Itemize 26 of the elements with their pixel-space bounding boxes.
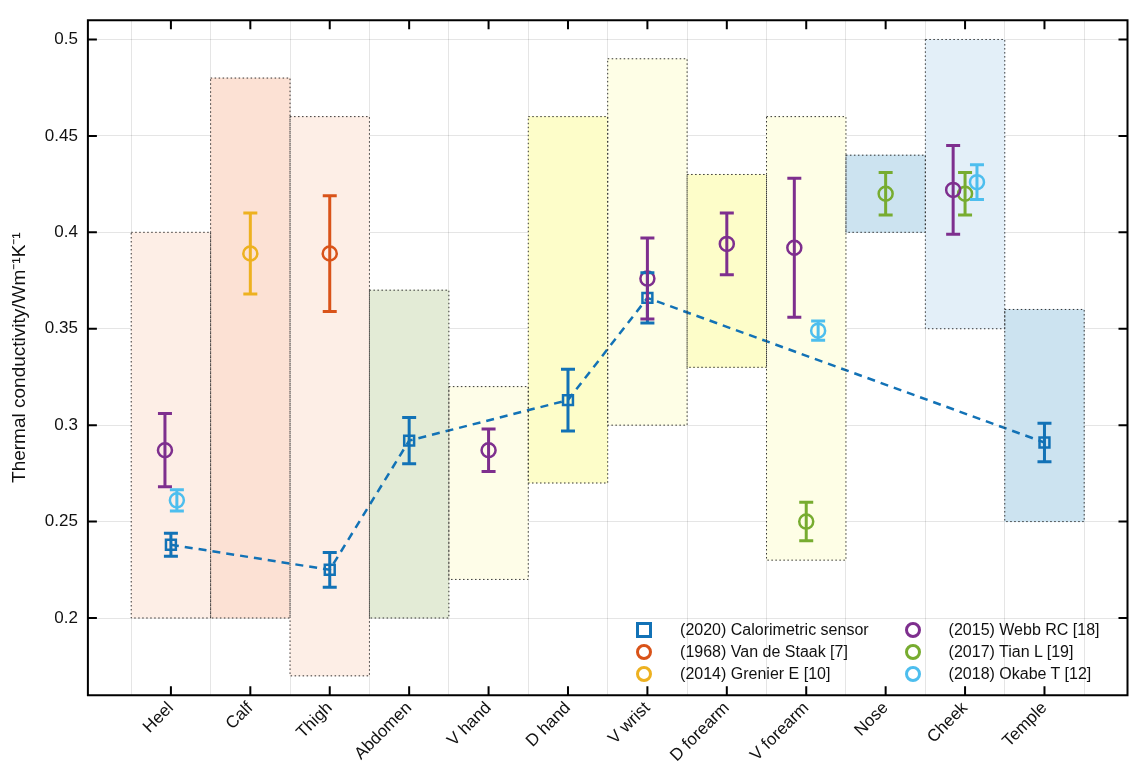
y-axis-title: Thermal conductivity/Wm⁻¹K⁻¹ xyxy=(7,232,29,483)
x-tick-label: Calf xyxy=(221,697,257,733)
legend-label: (2014) Grenier E [10] xyxy=(680,665,831,684)
point xyxy=(321,245,338,262)
point xyxy=(1038,436,1051,449)
point xyxy=(164,538,178,551)
point xyxy=(402,434,416,447)
y-tick-label: 0.2 xyxy=(54,607,78,627)
point xyxy=(323,563,336,576)
legend-label: (2020) Calorimetric sensor xyxy=(680,621,869,640)
y-tick-label: 0.45 xyxy=(44,125,78,145)
y-tick-label: 0.35 xyxy=(44,318,78,338)
point xyxy=(480,441,497,459)
y-tick-label: 0.4 xyxy=(54,222,78,242)
legend-label: (2018) Okabe T [12] xyxy=(948,665,1092,684)
point xyxy=(877,185,894,203)
y-tick-label: 0.25 xyxy=(44,511,78,531)
point xyxy=(561,393,575,407)
legend-label: (2017) Tian L [19] xyxy=(948,643,1074,662)
legend-label: (2015) Webb RC [18] xyxy=(948,621,1100,640)
y-tick-label: 0.3 xyxy=(54,414,78,434)
legend-label: (1968) Van de Staak [7] xyxy=(680,643,848,662)
point xyxy=(797,513,815,530)
point xyxy=(242,245,259,262)
point xyxy=(718,235,736,253)
y-tick-label: 0.5 xyxy=(54,29,78,49)
